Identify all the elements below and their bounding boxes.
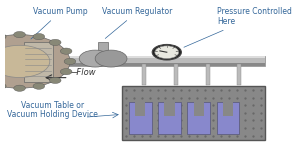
Bar [206, 64, 210, 85]
Bar [164, 101, 175, 116]
Circle shape [33, 34, 45, 40]
FancyBboxPatch shape [158, 102, 181, 134]
Bar [223, 101, 233, 116]
Bar [164, 57, 170, 60]
Text: Vacuum Holding Device: Vacuum Holding Device [7, 110, 98, 119]
Circle shape [0, 34, 6, 40]
FancyBboxPatch shape [217, 102, 239, 134]
Bar [40, 56, 265, 66]
Circle shape [64, 58, 76, 65]
Circle shape [0, 83, 6, 89]
Bar [23, 42, 53, 82]
Bar [40, 59, 50, 63]
Bar [174, 64, 178, 85]
Circle shape [14, 32, 26, 38]
Text: Vacuum Pump: Vacuum Pump [31, 7, 88, 39]
FancyBboxPatch shape [129, 102, 152, 134]
Bar [98, 42, 108, 52]
Circle shape [50, 39, 61, 46]
Circle shape [79, 50, 111, 67]
Circle shape [50, 77, 61, 84]
Bar [194, 101, 204, 116]
Circle shape [14, 85, 26, 91]
Circle shape [0, 45, 50, 77]
Text: Vacuum Regulator: Vacuum Regulator [102, 7, 173, 38]
Bar [40, 56, 265, 58]
Circle shape [95, 50, 127, 67]
Bar [238, 64, 242, 85]
FancyBboxPatch shape [188, 102, 210, 134]
Bar [142, 64, 146, 85]
Circle shape [0, 35, 70, 88]
Bar [135, 101, 146, 116]
Circle shape [155, 46, 179, 59]
Text: Vacuum Table or: Vacuum Table or [21, 101, 84, 110]
Circle shape [60, 48, 72, 54]
Text: Pressure Controlled
Here: Pressure Controlled Here [184, 7, 292, 47]
Bar [122, 86, 265, 140]
Text: —Flow: —Flow [69, 68, 96, 77]
Bar [40, 63, 265, 66]
Circle shape [33, 83, 45, 89]
Circle shape [60, 69, 72, 75]
Circle shape [152, 44, 182, 60]
